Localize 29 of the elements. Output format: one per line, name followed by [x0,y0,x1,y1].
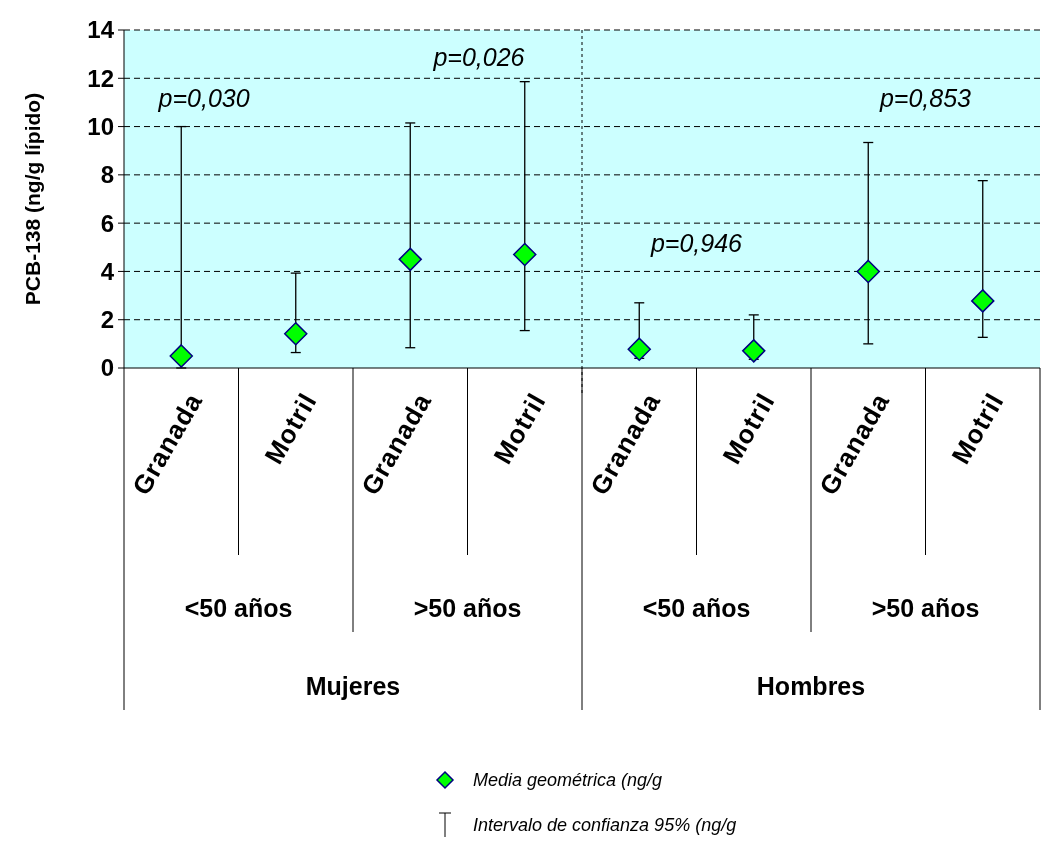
y-tick-label: 2 [100,306,114,334]
point [971,289,995,313]
point [169,344,193,368]
y-axis-title: PCB-138 (ng/g lípido) [21,92,44,306]
text: Intervalo de confianza 95% (ng/g [473,815,737,836]
point [856,259,880,284]
annotation: p=0,026 [432,43,525,72]
text: <50 años [642,593,751,622]
y-tick-label: 10 [87,112,114,140]
y-tick-label: 6 [100,209,114,237]
point [284,321,308,346]
annotation: p=0,946 [649,229,743,258]
point [627,337,651,361]
y-tick-label: 12 [87,64,114,92]
point [398,247,422,272]
y-tick-label: 0 [100,354,114,382]
annotation: p=0,853 [878,84,972,113]
text: >50 años [413,593,522,622]
y-tick-label: 14 [87,16,115,44]
text: Mujeres [305,671,401,700]
text: Hombres [756,671,866,700]
text: >50 años [871,593,980,622]
annotation: p=0,030 [157,84,250,113]
point [513,242,537,267]
point [742,339,766,363]
y-tick-label: 4 [100,257,115,285]
y-tick-label: 8 [100,161,114,189]
legend-label: Media geométrica (ng/g [473,770,663,791]
text: <50 años [184,593,293,622]
